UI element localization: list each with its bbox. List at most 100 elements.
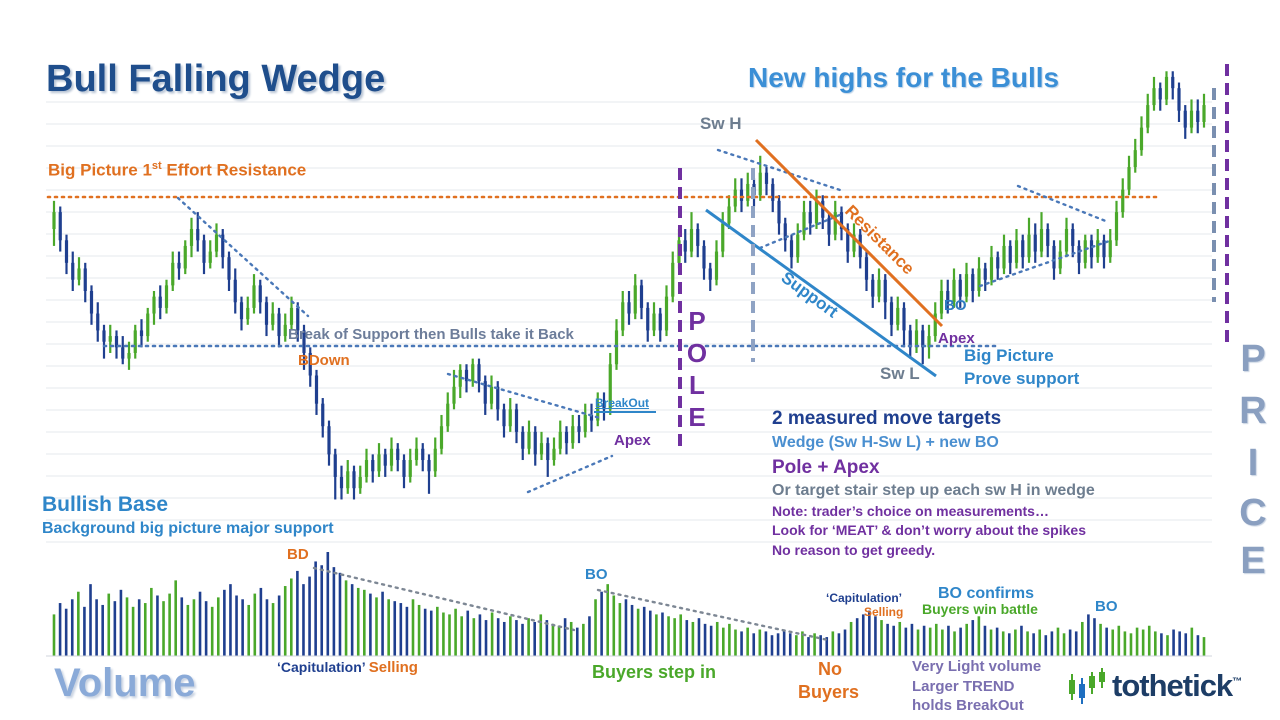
price-candle	[946, 279, 950, 314]
volume-bar	[1020, 625, 1023, 656]
candle-body	[1089, 240, 1094, 258]
price-candle	[1146, 93, 1150, 134]
price-candle	[233, 268, 237, 314]
price-candle	[377, 443, 381, 477]
price-candle	[227, 251, 231, 291]
candle-body	[483, 381, 487, 404]
price-candle	[214, 223, 219, 258]
volume-bar	[655, 614, 658, 656]
candle-body	[1002, 245, 1006, 269]
candle-body	[521, 431, 525, 449]
volume-bar	[801, 631, 804, 656]
volume-bar	[509, 616, 512, 656]
volume-bar	[667, 616, 670, 656]
volume-bar	[1087, 614, 1090, 656]
candle-body	[377, 454, 381, 472]
volume-bar	[363, 589, 366, 656]
candle-body	[183, 245, 187, 269]
volume-bar	[600, 591, 603, 656]
volume-bar	[174, 580, 177, 656]
volume-bar	[910, 623, 914, 656]
price-candle	[827, 212, 831, 246]
candle-body	[433, 448, 437, 472]
volume-bar	[101, 604, 104, 656]
volume-bar	[1050, 631, 1054, 656]
volume-bar	[1044, 635, 1048, 656]
price-candle	[1177, 82, 1181, 122]
volume-bar	[849, 621, 853, 656]
candle-body	[533, 431, 537, 455]
volume-bar	[162, 601, 165, 656]
candle-body	[852, 234, 856, 252]
candle-body	[721, 223, 725, 252]
candle-body	[933, 313, 937, 337]
volume-bar	[1154, 631, 1157, 656]
candle-body	[1114, 212, 1119, 241]
volume-bar	[557, 625, 561, 656]
volume-bar	[965, 623, 968, 656]
candle-body	[664, 296, 669, 331]
volume-bar	[381, 591, 384, 656]
price-candle	[733, 178, 737, 213]
price-candle	[1189, 99, 1194, 134]
volume-bar	[545, 620, 549, 656]
volume-bar	[831, 631, 835, 656]
price-candle	[208, 240, 212, 269]
price-candle	[221, 229, 225, 269]
volume-bar	[326, 552, 330, 656]
volume-bar	[837, 633, 841, 656]
candle-body	[271, 313, 275, 325]
candle-body	[1202, 105, 1206, 122]
candle-body	[639, 285, 644, 308]
volume-bar	[204, 601, 208, 656]
price-candle	[539, 431, 544, 461]
price-candle	[321, 398, 325, 438]
candle-body	[196, 229, 200, 241]
price-candle	[121, 336, 125, 365]
volume-bar	[1190, 627, 1194, 656]
price-candle	[421, 443, 425, 472]
candle-body	[446, 403, 450, 427]
volume-bar	[1184, 633, 1188, 656]
candle-body	[233, 279, 237, 303]
price-candle	[621, 291, 625, 337]
price-candle	[514, 403, 519, 444]
right-triangle-upper	[1016, 184, 1110, 224]
volume-bar	[795, 635, 798, 656]
candle-body	[589, 414, 594, 421]
candle-body	[1121, 189, 1125, 213]
volume-bar	[648, 610, 652, 656]
price-candle	[658, 307, 662, 342]
price-candle	[1046, 223, 1050, 258]
price-candle	[364, 448, 369, 483]
volume-bar	[898, 621, 902, 656]
candle-body	[952, 279, 956, 303]
price-candle	[933, 302, 937, 342]
price-candle	[614, 319, 619, 370]
price-candle	[1114, 200, 1119, 246]
price-candle	[602, 392, 606, 421]
volume-bar	[344, 580, 348, 656]
candle-body	[89, 291, 94, 314]
volume-bar	[247, 604, 251, 656]
price-candle	[139, 319, 144, 348]
candle-body	[583, 414, 587, 432]
volume-bar	[375, 597, 378, 656]
price-candle	[633, 274, 637, 320]
candle-body	[614, 330, 619, 365]
price-candle	[914, 319, 919, 353]
volume-bar	[722, 627, 725, 656]
measured-move-title: 2 measured move targets	[772, 408, 1002, 429]
price-candle	[89, 285, 94, 325]
volume-bar	[934, 623, 938, 656]
volume-bar	[58, 603, 62, 656]
price-candle	[52, 200, 56, 246]
candle-body	[64, 240, 69, 263]
price-candle	[864, 251, 869, 291]
volume-bar	[782, 629, 786, 656]
candle-body	[402, 460, 406, 477]
pole-letter-o: O	[686, 338, 708, 368]
volume-bar	[819, 635, 822, 656]
volume-bar	[515, 620, 518, 656]
